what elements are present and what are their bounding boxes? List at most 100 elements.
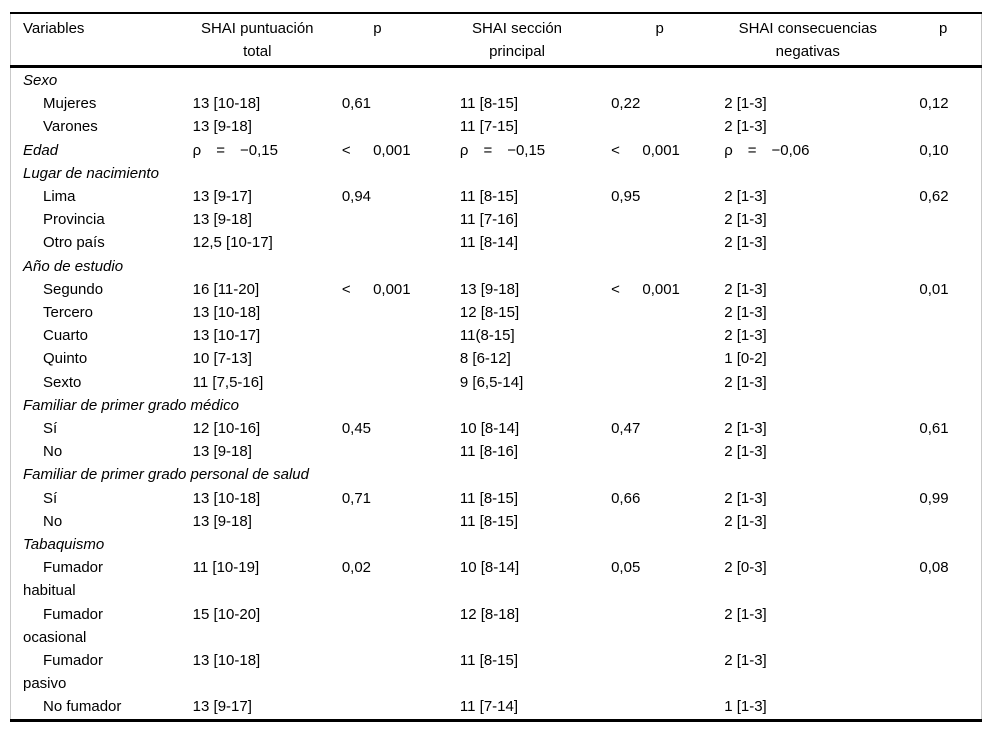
col-header-p3: p <box>905 13 982 68</box>
cell-value <box>609 603 710 649</box>
cell-value: 12 [8-18] <box>459 605 520 623</box>
table-frame: Variables SHAI puntuación total p SHAI s… <box>10 12 982 722</box>
cell-value: 0,47 <box>611 420 641 438</box>
cell-value: 0,99 <box>919 489 949 507</box>
cell-value: 2 [1-3] <box>724 373 767 391</box>
row-label: Varones <box>43 118 98 136</box>
cell-value: 2 [1-3] <box>724 211 767 229</box>
cell-value <box>609 324 710 347</box>
cell-value: ρ = −0,06 <box>724 141 810 159</box>
cell-value <box>609 440 710 463</box>
cell-value <box>330 695 425 720</box>
row-label: Fumador pasivo <box>23 652 104 693</box>
table-body: Sexo Mujeres 13 [10-18] 0,61 11 [8-15] 0,22 2 … <box>11 67 982 721</box>
cell-value: 2 [1-3] <box>724 280 767 298</box>
cell-value <box>905 649 981 695</box>
section-label: Edad <box>23 141 59 159</box>
section-label: Familiar de primer grado personal de sal… <box>23 466 309 484</box>
cell-value: 0,05 <box>611 559 641 577</box>
cell-value <box>609 649 710 695</box>
cell-value: 1 [1-3] <box>724 698 767 716</box>
row-label: Tercero <box>43 304 94 322</box>
cell-value: 0,10 <box>919 141 949 159</box>
table-row: Segundo 16 [11-20] < 0,001 13 [9-18] < 0,001… <box>11 278 982 301</box>
cell-value: 0,45 <box>341 420 372 438</box>
cell-value <box>609 347 710 370</box>
header-row: Variables SHAI puntuación total p SHAI s… <box>10 13 982 68</box>
cell-value: 0,71 <box>341 489 372 507</box>
cell-value: 13 [10-18] <box>192 652 261 670</box>
cell-value: 12,5 [10-17] <box>192 234 273 252</box>
table-row: Varones 13 [9-18] 11 [7-15] 2 [1-3] <box>11 115 982 138</box>
cell-value <box>905 510 981 533</box>
col-header-shai-total: SHAI puntuación total <box>184 13 330 68</box>
section-label: Año de estudio <box>23 257 124 275</box>
cell-value <box>905 208 981 231</box>
cell-value: 11 [8-15] <box>459 188 519 206</box>
cell-value: 13 [9-18] <box>459 280 520 298</box>
cell-value: 2 [1-3] <box>724 327 767 345</box>
cell-value <box>905 603 981 649</box>
cell-value: < 0,001 <box>341 280 411 298</box>
cell-value: 2 [1-3] <box>724 234 767 252</box>
cell-value <box>905 347 981 370</box>
cell-value <box>330 301 425 324</box>
cell-value: 11 [8-15] <box>459 512 519 530</box>
section-label: Familiar de primer grado médico <box>23 396 239 414</box>
cell-value: 2 [1-3] <box>724 652 767 670</box>
cell-value: 13 [9-18] <box>192 118 252 136</box>
cell-value: ρ = −0,15 <box>192 141 278 159</box>
table-row: Fumador ocasional 15 [10-20] 12 [8-18] 2 [1… <box>11 603 982 649</box>
cell-value: ρ = −0,15 <box>459 141 546 159</box>
section-row: Tabaquismo <box>11 533 982 556</box>
table-row: Sí 12 [10-16] 0,45 10 [8-14] 0,47 2 [1-3] 0,61 <box>11 417 982 440</box>
cell-value <box>905 324 981 347</box>
table-row: Fumador habitual 11 [10-19] 0,02 10 [8-14] 0… <box>11 556 982 602</box>
cell-value: 2 [1-3] <box>724 489 767 507</box>
cell-value <box>609 371 710 394</box>
row-label: Sí <box>43 489 58 507</box>
cell-value <box>609 115 710 138</box>
col-header-shai-main-section: SHAI sección principal <box>424 13 610 68</box>
cell-value: 11 [8-15] <box>459 95 519 113</box>
cell-value: 13 [10-18] <box>192 95 261 113</box>
section-row: Familiar de primer grado médico <box>11 394 982 417</box>
row-label: Segundo <box>43 280 104 298</box>
cell-value: < 0,001 <box>611 141 680 159</box>
cell-value <box>905 231 981 254</box>
row-label: No <box>43 443 63 461</box>
section-row: Sexo <box>11 67 982 93</box>
cell-value: 9 [6,5-14] <box>459 373 524 391</box>
row-label: Mujeres <box>43 95 97 113</box>
cell-value: 11 [7-16] <box>459 211 519 229</box>
cell-value: 2 [1-3] <box>724 605 767 623</box>
cell-value: 11(8-15] <box>459 327 515 345</box>
cell-value: 0,22 <box>611 95 641 113</box>
col-header-p2: p <box>609 13 711 68</box>
col-header-p1: p <box>329 13 425 68</box>
cell-value: 11 [7-14] <box>459 698 519 716</box>
section-label: Sexo <box>23 72 58 89</box>
cell-value <box>330 649 425 695</box>
cell-value <box>330 324 425 347</box>
cell-value <box>905 440 981 463</box>
cell-value: 0,66 <box>611 489 641 507</box>
cell-value: 13 [10-17] <box>192 327 261 345</box>
cell-value: 0,01 <box>919 280 949 298</box>
cell-value: 2 [1-3] <box>724 420 767 438</box>
cell-value: 2 [1-3] <box>724 304 767 322</box>
cell-value <box>330 208 425 231</box>
cell-value <box>330 510 425 533</box>
cell-value: 2 [1-3] <box>724 512 767 530</box>
cell-value <box>905 371 981 394</box>
cell-value: 2 [1-3] <box>724 95 767 113</box>
table-row: No 13 [9-18] 11 [8-16] 2 [1-3] <box>11 440 982 463</box>
cell-value: 11 [8-15] <box>459 652 519 670</box>
cell-value: 13 [9-18] <box>192 211 252 229</box>
row-label: No <box>43 512 63 530</box>
cell-value: < 0,001 <box>611 280 680 298</box>
table-row: Lima 13 [9-17] 0,94 11 [8-15] 0,95 2 [1-3] 0,6… <box>11 185 982 208</box>
cell-value: 13 [9-17] <box>192 698 252 716</box>
cell-value: 11 [8-14] <box>459 234 519 252</box>
cell-value: < 0,001 <box>341 141 411 159</box>
